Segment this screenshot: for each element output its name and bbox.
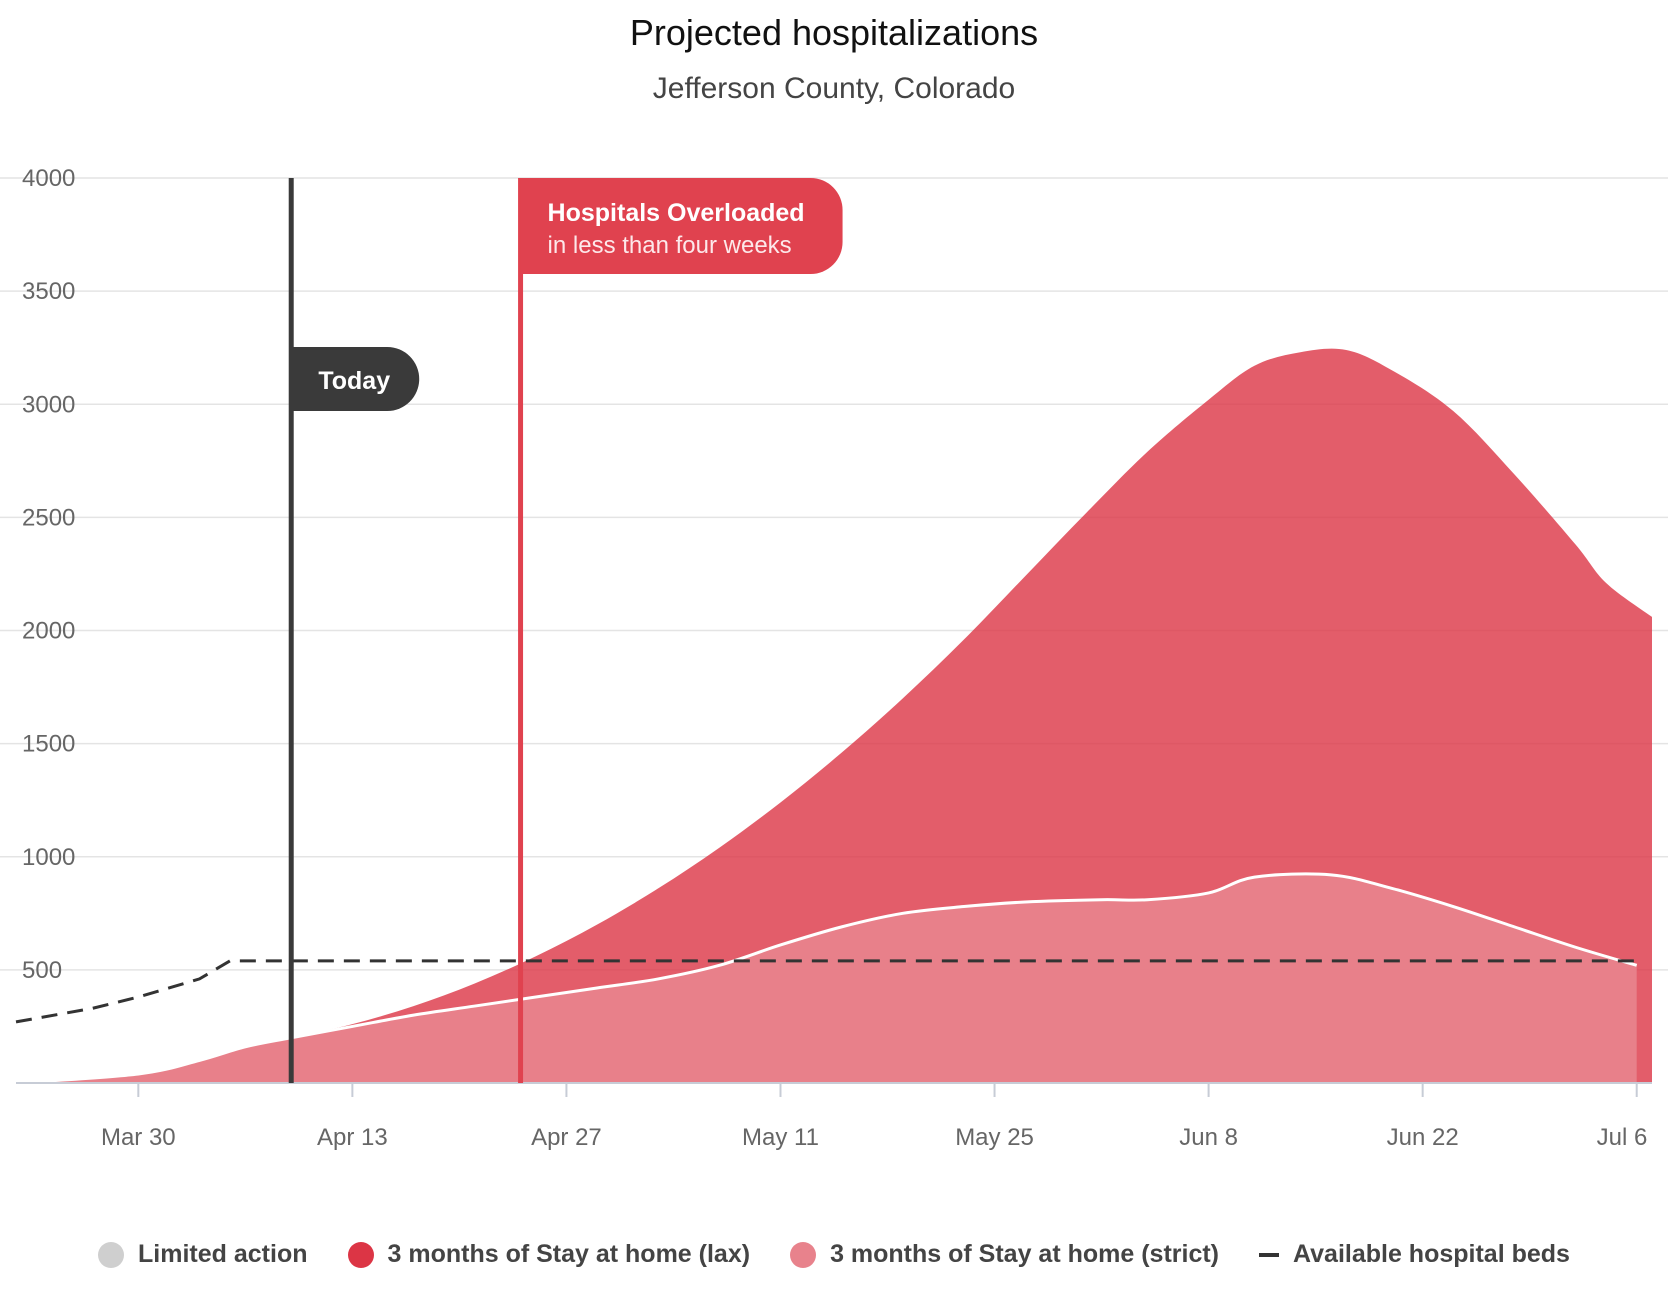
y-tick-label: 3000 xyxy=(22,391,75,418)
legend-label: 3 months of Stay at home (strict) xyxy=(830,1240,1220,1268)
y-tick-label: 2000 xyxy=(22,618,75,645)
x-tick-label: May 25 xyxy=(955,1124,1034,1151)
legend-label: Limited action xyxy=(138,1240,308,1268)
chart-plot: 500 1000 1500 2000 2500 3000 3500 4000 Mar 30 Apr… xyxy=(0,165,1668,1151)
legend-swatch-limited-action-icon xyxy=(98,1241,125,1268)
x-tick-label: Jul 6 xyxy=(1597,1124,1648,1151)
today-marker-label: Today xyxy=(318,367,390,395)
y-tick-label: 2500 xyxy=(22,504,75,531)
chart-title: Projected hospitalizations xyxy=(629,12,1039,53)
x-tick-label: Apr 27 xyxy=(531,1124,602,1151)
y-tick-label: 500 xyxy=(22,957,62,984)
overloaded-marker-flag xyxy=(520,178,843,274)
series-line-hospital-beds xyxy=(15,959,1637,1024)
overloaded-marker-sublabel: in less than four weeks xyxy=(548,232,792,259)
legend-swatch-strict-icon xyxy=(790,1241,817,1268)
legend-item-strict[interactable]: 3 months of Stay at home (strict) xyxy=(790,1240,1219,1269)
y-tick-label: 1000 xyxy=(22,844,75,871)
legend-dash-icon xyxy=(1259,1252,1280,1257)
legend-item-hospital-beds[interactable]: Available hospital beds xyxy=(1259,1240,1570,1269)
legend-swatch-lax-icon xyxy=(347,1241,374,1268)
legend-label: Available hospital beds xyxy=(1293,1240,1570,1268)
legend: Limited action 3 months of Stay at home … xyxy=(0,1240,1668,1269)
x-tick-label: Jun 8 xyxy=(1179,1124,1238,1151)
x-tick-label: May 11 xyxy=(742,1124,819,1151)
x-tick-label: Mar 30 xyxy=(101,1124,176,1151)
y-tick-label: 3500 xyxy=(22,278,75,305)
overloaded-marker-label: Hospitals Overloaded xyxy=(548,199,805,227)
x-tick-label: Jun 22 xyxy=(1387,1124,1459,1151)
legend-label: 3 months of Stay at home (lax) xyxy=(387,1240,751,1268)
chart-subtitle: Jefferson County, Colorado xyxy=(652,72,1016,105)
x-tick-label: Apr 13 xyxy=(317,1124,388,1151)
today-marker-flag xyxy=(291,347,420,411)
y-tick-label: 1500 xyxy=(22,731,75,758)
series-area-strict xyxy=(16,873,1637,1083)
legend-item-limited-action[interactable]: Limited action xyxy=(98,1240,308,1269)
legend-item-lax[interactable]: 3 months of Stay at home (lax) xyxy=(347,1240,751,1269)
y-tick-label: 4000 xyxy=(22,165,75,192)
